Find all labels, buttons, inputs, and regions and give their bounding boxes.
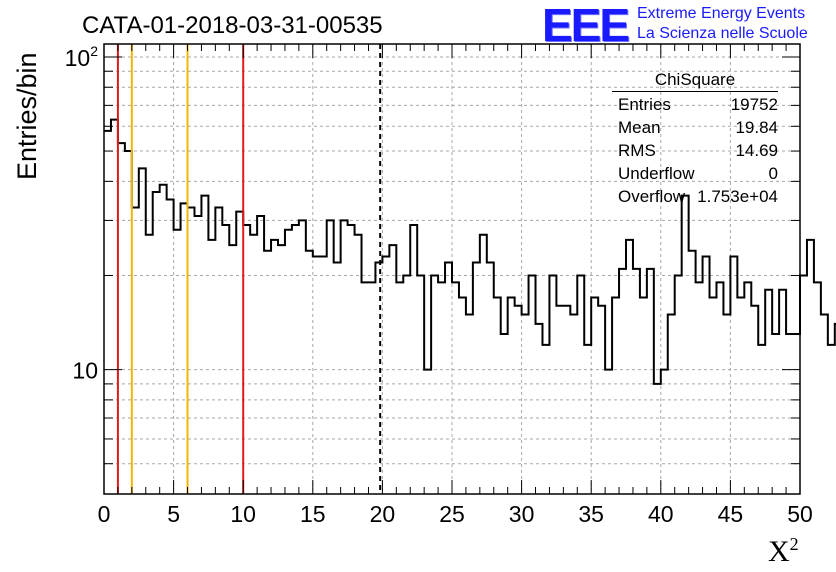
stats-label: Overflow bbox=[618, 187, 686, 206]
stats-box-title: ChiSquare bbox=[612, 70, 778, 92]
histogram-series bbox=[104, 118, 836, 385]
stats-label: Mean bbox=[618, 118, 661, 137]
stats-label: Underflow bbox=[618, 164, 695, 183]
x-tick-label: 30 bbox=[509, 501, 535, 527]
x-tick-label: 10 bbox=[230, 501, 256, 527]
y-axis-label: Entries/bin bbox=[12, 52, 42, 180]
stats-value: 19.84 bbox=[735, 118, 778, 137]
x-axis-label-base: X bbox=[768, 535, 790, 568]
eee-logo: EEE bbox=[542, 0, 630, 51]
x-tick-label: 40 bbox=[648, 501, 674, 527]
stats-value: 19752 bbox=[730, 95, 778, 114]
stats-label: Entries bbox=[618, 95, 671, 114]
x-tick-label: 35 bbox=[578, 501, 604, 527]
x-axis-label-exponent: 2 bbox=[789, 534, 799, 554]
x-tick-label: 25 bbox=[439, 501, 465, 527]
stats-row-entries: Entries 19752 bbox=[612, 93, 778, 116]
y-tick-label: 102 bbox=[65, 43, 99, 71]
x-tick-label: 5 bbox=[167, 501, 180, 527]
y-tick-label: 10 bbox=[72, 358, 98, 384]
x-tick-label: 45 bbox=[718, 501, 744, 527]
stats-row-underflow: Underflow 0 bbox=[612, 162, 778, 185]
x-tick-label: 15 bbox=[300, 501, 326, 527]
stats-box: ChiSquare Entries 19752 Mean 19.84 RMS 1… bbox=[612, 70, 778, 208]
stats-label: RMS bbox=[618, 141, 656, 160]
stats-value: 0 bbox=[768, 164, 778, 183]
x-tick-label: 50 bbox=[787, 501, 813, 527]
logo-line-2: La Scienza nelle Scuole bbox=[637, 25, 808, 42]
logo-line-1: Extreme Energy Events bbox=[637, 5, 806, 22]
stats-row-rms: RMS 14.69 bbox=[612, 139, 778, 162]
stats-value: 14.69 bbox=[735, 141, 778, 160]
x-tick-label: 20 bbox=[370, 501, 396, 527]
eee-logo-text: Extreme Energy Events La Scienza nelle S… bbox=[637, 4, 808, 44]
x-axis-label: X2 bbox=[768, 534, 799, 569]
stats-row-mean: Mean 19.84 bbox=[612, 116, 778, 139]
x-tick-label: 0 bbox=[98, 501, 111, 527]
stats-value: 1.753e+04 bbox=[697, 187, 778, 206]
stats-row-overflow: Overflow 1.753e+04 bbox=[612, 185, 778, 208]
plot-title: CATA-01-2018-03-31-00535 bbox=[82, 12, 383, 39]
